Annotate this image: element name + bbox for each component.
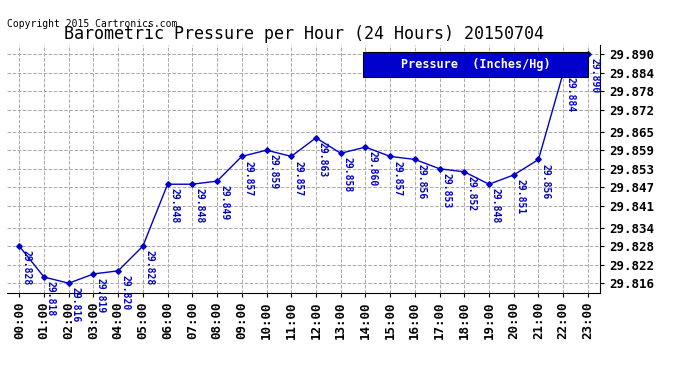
Title: Barometric Pressure per Hour (24 Hours) 20150704: Barometric Pressure per Hour (24 Hours) …	[63, 26, 544, 44]
Text: 29.819: 29.819	[95, 278, 106, 314]
Text: 29.856: 29.856	[417, 164, 427, 199]
Text: 29.857: 29.857	[293, 160, 303, 196]
Text: 29.820: 29.820	[120, 275, 130, 310]
Text: 29.818: 29.818	[46, 281, 56, 316]
Text: 29.851: 29.851	[515, 179, 526, 214]
FancyBboxPatch shape	[363, 53, 589, 77]
Text: Pressure  (Inches/Hg): Pressure (Inches/Hg)	[401, 58, 551, 71]
Text: 29.890: 29.890	[590, 58, 600, 94]
Text: 29.848: 29.848	[195, 188, 204, 224]
Text: 29.852: 29.852	[466, 176, 476, 211]
Text: 29.884: 29.884	[565, 77, 575, 112]
Text: 29.816: 29.816	[70, 287, 81, 322]
Text: 29.853: 29.853	[442, 173, 451, 208]
Text: 29.858: 29.858	[343, 158, 353, 193]
Text: 29.828: 29.828	[21, 250, 31, 285]
Text: 29.848: 29.848	[491, 188, 501, 224]
Text: 29.856: 29.856	[540, 164, 551, 199]
Text: 29.857: 29.857	[244, 160, 254, 196]
Text: 29.857: 29.857	[392, 160, 402, 196]
Text: 29.859: 29.859	[268, 154, 279, 190]
Text: 29.849: 29.849	[219, 185, 229, 220]
Text: 29.860: 29.860	[367, 151, 377, 186]
Text: 29.848: 29.848	[170, 188, 179, 224]
Text: Copyright 2015 Cartronics.com: Copyright 2015 Cartronics.com	[7, 19, 177, 29]
Text: 29.828: 29.828	[145, 250, 155, 285]
Text: 29.863: 29.863	[318, 142, 328, 177]
